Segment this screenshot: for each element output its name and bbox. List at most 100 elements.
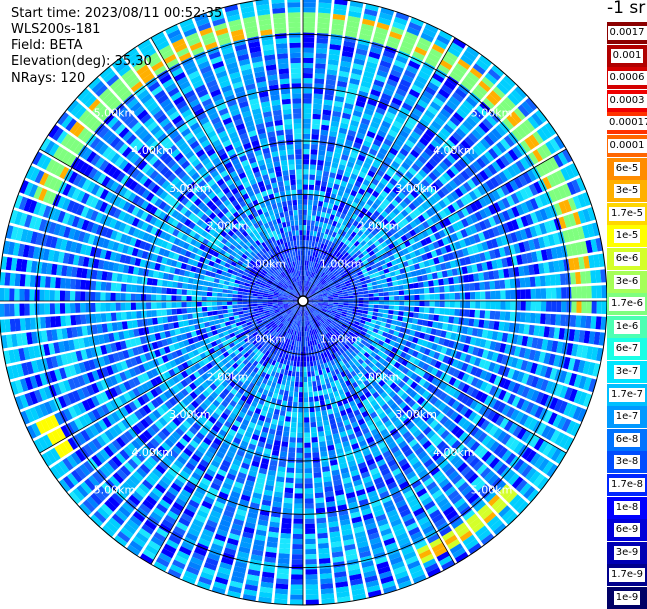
ppi-cell (414, 295, 419, 300)
ppi-cell (304, 372, 307, 377)
ppi-cell (290, 386, 294, 392)
ppi-cell (318, 538, 329, 544)
ppi-cell (392, 281, 398, 286)
ppi-cell (291, 579, 303, 584)
ppi-cell (285, 483, 293, 489)
ppi-cell (322, 176, 328, 182)
ppi-cell (419, 288, 424, 294)
ppi-cell (321, 410, 327, 416)
ppi-cell (288, 371, 292, 377)
ppi-cell (305, 559, 316, 564)
ppi-cell (580, 271, 586, 283)
ppi-cell (308, 195, 313, 200)
ppi-cell (296, 453, 303, 458)
ppi-cell (291, 422, 297, 427)
ppi-cell (320, 135, 328, 141)
ppi-cell (438, 315, 444, 322)
ppi-cell (313, 360, 317, 365)
ppi-cell (312, 381, 316, 387)
ppi-cell (318, 227, 322, 233)
ppi-cell (387, 314, 393, 319)
ppi-cell (287, 375, 291, 381)
ppi-cell (535, 276, 541, 287)
ppi-cell (368, 311, 374, 315)
ppi-cell (321, 583, 334, 589)
ppi-cell (304, 402, 309, 407)
ppi-cell (404, 290, 409, 295)
ppi-cell (318, 155, 325, 161)
ppi-cell (432, 322, 438, 329)
ppi-cell (363, 291, 368, 294)
ppi-cell (303, 7, 316, 12)
ppi-cell (303, 73, 313, 78)
ppi-cell (293, 539, 303, 544)
ppi-cell (455, 293, 460, 300)
ppi-cell (419, 307, 424, 312)
ppi-cell (396, 321, 402, 326)
ppi-cell (311, 371, 315, 376)
ppi-cell (299, 387, 303, 392)
ppi-cell (315, 73, 325, 79)
ppi-cell (490, 311, 496, 320)
ppi-cell (392, 315, 398, 320)
ppi-cell (422, 275, 428, 281)
ppi-cell (275, 588, 288, 594)
ppi-cell (310, 154, 317, 160)
ppi-cell (551, 288, 556, 299)
ppi-cell (280, 384, 285, 390)
ppi-cell (375, 276, 381, 281)
ppi-cell (464, 309, 470, 316)
ppi-cell (307, 256, 309, 261)
ppi-cell (585, 316, 591, 329)
ppi-cell (321, 125, 329, 131)
ppi-cell (291, 376, 295, 381)
ppi-cell (303, 27, 315, 32)
ppi-cell (306, 594, 319, 599)
ppi-cell (585, 271, 591, 284)
ppi-cell (321, 228, 325, 234)
ppi-cell (321, 181, 327, 187)
ppi-cell (424, 307, 429, 313)
ppi-cell (314, 78, 324, 84)
ppi-cell (280, 410, 286, 416)
ppi-cell (422, 320, 428, 326)
ppi-cell (396, 275, 402, 280)
ppi-cell (381, 318, 387, 323)
ppi-cell (387, 282, 393, 287)
ppi-cell (303, 93, 312, 98)
ppi-cell (413, 283, 419, 289)
ppi-cell (307, 225, 311, 230)
ppi-cell (463, 318, 469, 326)
ppi-cell (306, 240, 309, 245)
ppi-cell (303, 108, 311, 113)
ppi-cell (305, 473, 313, 478)
ppi-cell (376, 280, 382, 284)
ppi-cell (545, 314, 551, 325)
ppi-cell (373, 289, 378, 293)
ppi-cell (290, 590, 303, 595)
ppi-cell (314, 226, 318, 232)
ppi-cell (454, 309, 460, 316)
ppi-cell (362, 284, 368, 288)
ppi-cell (289, 391, 294, 397)
ppi-cell (291, 356, 294, 361)
ppi-cell (435, 301, 440, 307)
ppi-cell (304, 367, 307, 372)
ppi-cell (306, 600, 319, 605)
ppi-cell (311, 149, 318, 155)
ppi-cell (290, 432, 296, 437)
ppi-cell (303, 58, 313, 63)
ppi-cell (419, 301, 424, 306)
ppi-cell (316, 411, 322, 417)
ppi-cell (338, 299, 343, 301)
ppi-cell (280, 533, 290, 539)
ppi-cell (530, 313, 536, 323)
ppi-cell (414, 289, 419, 294)
ppi-cell (385, 323, 391, 328)
ppi-cell (551, 301, 556, 312)
ppi-cell (285, 385, 290, 391)
ppi-cell (303, 119, 311, 124)
ppi-cell (316, 237, 320, 243)
ppi-cell (550, 275, 556, 286)
ppi-cell (403, 284, 409, 289)
